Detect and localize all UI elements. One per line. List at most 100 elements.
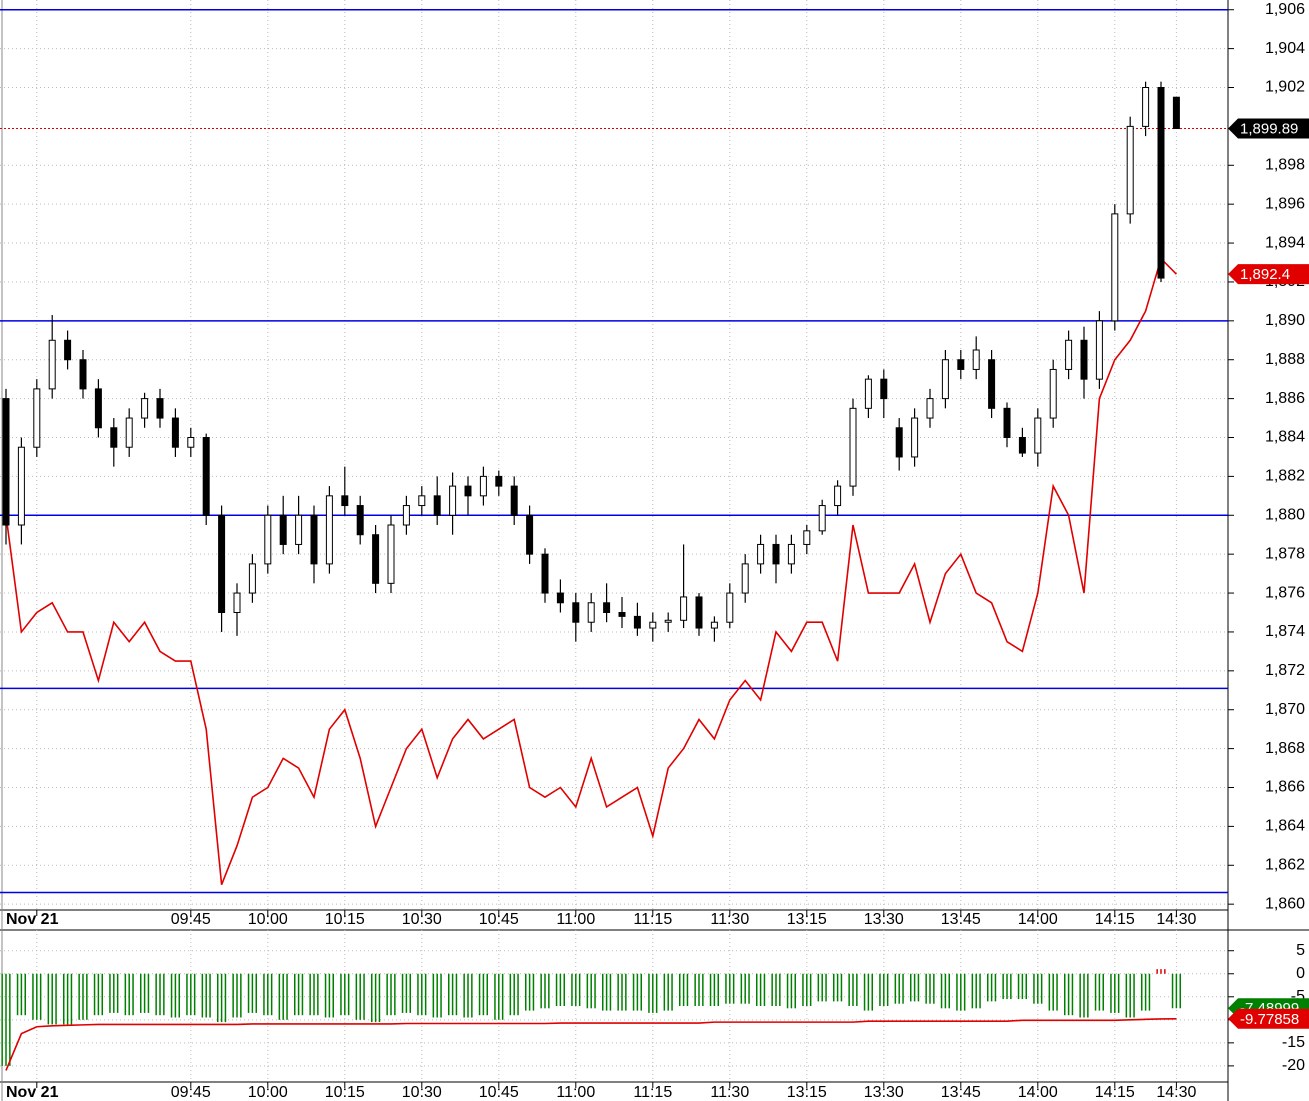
y-tick-label: 1,872 <box>1265 662 1305 679</box>
candle-body <box>957 359 965 370</box>
candle-body <box>941 359 949 400</box>
candle-body <box>64 339 72 361</box>
candle-body <box>572 602 580 623</box>
y-tick-label: 1,864 <box>1265 818 1305 835</box>
candle-body <box>402 505 410 526</box>
candle-body <box>1126 125 1134 215</box>
candle-body <box>541 553 549 594</box>
x-tick-label: 11:00 <box>556 911 595 928</box>
x-tick-label: 11:00 <box>556 1084 595 1101</box>
candle-body <box>787 543 795 565</box>
x-tick-label: 09:45 <box>171 911 211 928</box>
candle-body <box>618 612 626 617</box>
x-tick-label: 14:00 <box>1018 911 1058 928</box>
y-tick-label: 1,868 <box>1265 740 1305 757</box>
y-tick-label: -15 <box>1282 1034 1305 1051</box>
candle-body <box>1065 339 1073 370</box>
y-tick-label: 1,906 <box>1265 1 1305 18</box>
candle-body <box>772 543 780 565</box>
candle-body <box>464 485 472 497</box>
value-tag-label: 1,899.89 <box>1240 120 1298 137</box>
x-tick-label: 11:30 <box>710 911 749 928</box>
candle-body <box>94 388 102 429</box>
y-tick-label: 1,904 <box>1265 40 1305 57</box>
candle-body <box>1111 213 1119 322</box>
candle-body <box>310 514 318 565</box>
value-tag <box>1228 264 1309 285</box>
x-tick-label: 13:45 <box>941 911 981 928</box>
value-tag <box>1228 118 1309 139</box>
y-tick-label: 1,890 <box>1265 312 1305 329</box>
y-tick-label: 1,860 <box>1265 895 1305 912</box>
x-tick-label: 10:45 <box>479 1084 519 1101</box>
x-tick-label: 14:30 <box>1156 1084 1196 1101</box>
y-tick-label: 5 <box>1296 942 1305 959</box>
candle-body <box>710 621 718 629</box>
x-tick-label: 10:30 <box>402 1084 442 1101</box>
candle-body <box>864 378 872 409</box>
x-tick-label: 14:00 <box>1018 1084 1058 1101</box>
y-tick-label: 1,898 <box>1265 156 1305 173</box>
candle-body <box>479 475 487 497</box>
candle-body <box>1003 407 1011 439</box>
candle-body <box>33 388 41 448</box>
candle-body <box>372 534 380 584</box>
candle-body <box>587 602 595 623</box>
x-tick-label: Nov 21 <box>6 1084 59 1101</box>
candle-body <box>726 592 734 623</box>
x-tick-label: 13:30 <box>864 911 904 928</box>
candle-body <box>218 514 226 613</box>
candle-body <box>341 495 349 507</box>
indicator-line <box>5 257 1177 886</box>
y-tick-label: 1,862 <box>1265 856 1305 873</box>
candle-body <box>264 514 272 565</box>
x-tick-label: 13:15 <box>787 1084 827 1101</box>
value-tag <box>1228 1008 1309 1029</box>
candle-body <box>1080 339 1088 380</box>
x-tick-label: 10:00 <box>248 1084 288 1101</box>
candle-body <box>248 563 256 594</box>
x-tick-label: 10:00 <box>248 911 288 928</box>
y-tick-label: 1,882 <box>1265 468 1305 485</box>
x-tick-label: 09:45 <box>171 1084 211 1101</box>
candle-body <box>1018 437 1026 454</box>
y-tick-label: 1,894 <box>1265 234 1305 251</box>
x-tick-label: 10:30 <box>402 911 442 928</box>
x-tick-label: 13:15 <box>787 911 827 928</box>
candle-body <box>1049 368 1057 419</box>
x-tick-label: Nov 21 <box>6 911 59 928</box>
x-tick-label: 10:45 <box>479 911 519 928</box>
candle-body <box>17 446 25 526</box>
candle-body <box>2 398 10 526</box>
y-tick-label: 1,902 <box>1265 79 1305 96</box>
candle-body <box>526 514 534 555</box>
candle-body <box>495 475 503 487</box>
candle-body <box>803 530 811 545</box>
y-tick-label: 0 <box>1296 965 1305 982</box>
candle-body <box>926 398 934 419</box>
candle-body <box>695 596 703 629</box>
candle-body <box>757 543 765 565</box>
candle-body <box>279 514 287 545</box>
candle-body <box>849 407 857 487</box>
candle-body <box>171 417 179 448</box>
x-tick-label: 14:15 <box>1095 911 1135 928</box>
y-tick-label: 1,876 <box>1265 584 1305 601</box>
y-tick-label: 1,896 <box>1265 195 1305 212</box>
candle-body <box>233 592 241 613</box>
candle-body <box>895 427 903 458</box>
x-tick-label: 11:30 <box>710 1084 749 1101</box>
y-tick-label: 1,870 <box>1265 701 1305 718</box>
y-tick-label: 1,888 <box>1265 351 1305 368</box>
candle-body <box>680 596 688 621</box>
x-tick-label: 13:45 <box>941 1084 981 1101</box>
x-tick-label: 10:15 <box>325 911 365 928</box>
candle-body <box>1172 96 1180 130</box>
candle-body <box>141 398 149 419</box>
x-tick-label: 10:15 <box>325 1084 365 1101</box>
candle-body <box>818 505 826 532</box>
candle-body <box>1142 87 1150 127</box>
y-tick-label: 1,866 <box>1265 779 1305 796</box>
y-tick-label: 1,886 <box>1265 390 1305 407</box>
candle-body <box>433 495 441 516</box>
